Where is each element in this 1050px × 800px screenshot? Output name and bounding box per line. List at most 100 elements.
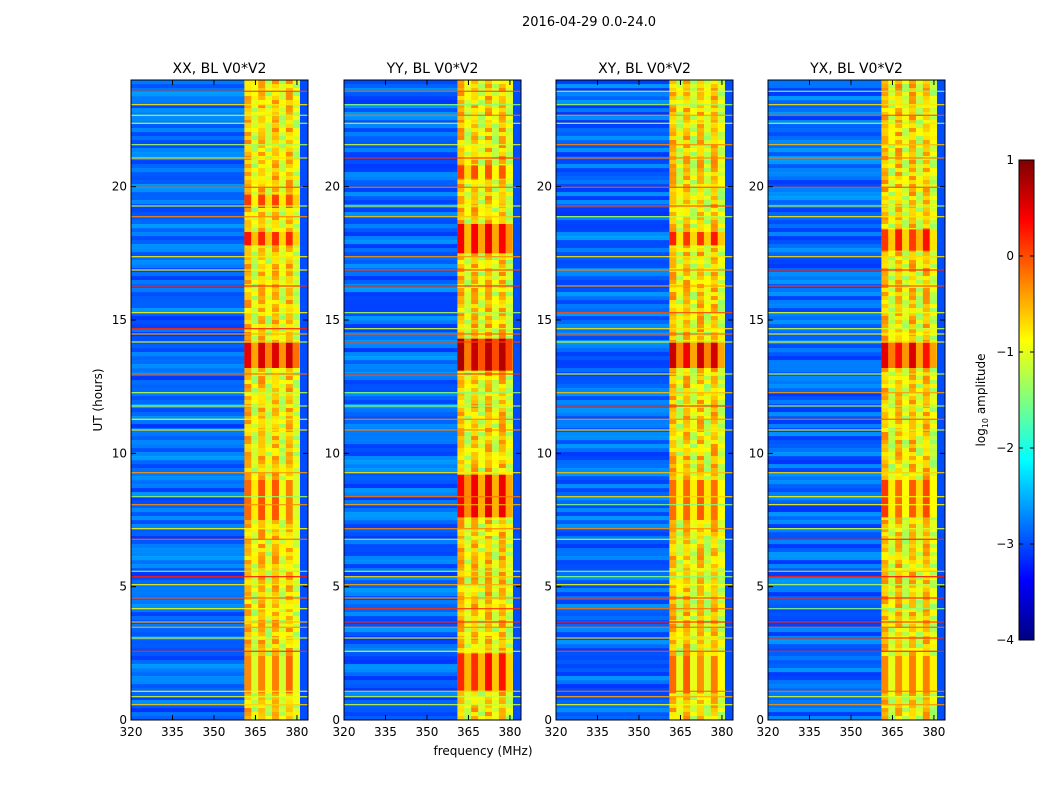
rfi-line-1-24 [131, 333, 308, 335]
rfi-line-2-23 [344, 341, 521, 343]
rfi-line-4-36 [768, 114, 945, 116]
burst-1-4-5 [272, 480, 279, 520]
rfi-line-2-17 [344, 472, 521, 474]
burst-1-2-1 [244, 232, 252, 246]
rfi-line-3-37 [556, 104, 733, 106]
y-tick-label-4-15: 15 [749, 313, 764, 327]
burst-2-1-5 [485, 338, 492, 371]
burst-4-3-6 [915, 480, 923, 518]
rfi-line-2-24 [344, 333, 521, 335]
rfi-line-4-18 [768, 429, 945, 431]
rfi-line-4-29 [768, 256, 945, 258]
burst-3-2-6 [703, 232, 711, 246]
rfi-line-1-16 [131, 496, 308, 498]
rfi-line-3-5 [556, 637, 733, 639]
rfi-line-4-5 [768, 637, 945, 639]
burst-2-4-1 [457, 653, 465, 691]
burst-2-4-2 [464, 653, 472, 691]
rfi-line-3-8 [556, 608, 733, 610]
rfi-line-1-30 [131, 216, 308, 218]
rfi-line-3-23 [556, 341, 733, 343]
rfi-line-1-25 [131, 328, 308, 330]
rfi-line-2-6 [344, 626, 521, 628]
panel-4: YX, BL V0*V2 320 335 350 365 380 0 5 10 15 20 [749, 61, 946, 739]
spectrogram-1 [131, 80, 308, 720]
rfi-line-4-12 [768, 570, 945, 572]
x-tick-label-4-350: 350 [840, 725, 863, 739]
rfi-line-1-37 [131, 104, 308, 106]
colorbar-tick-label-5: −3 [996, 537, 1014, 551]
spectrogram-2 [344, 80, 521, 720]
rfi-line-2-22 [344, 373, 521, 375]
axes-frame-1 [130, 79, 309, 721]
rfi-line-2-14 [344, 528, 521, 530]
y-tick-label-3-15: 15 [537, 313, 552, 327]
rfi-line-1-31 [131, 205, 308, 207]
burst-3-1-7 [710, 341, 718, 368]
y-tick-label-3-0: 0 [544, 713, 552, 727]
burst-1-3-7 [285, 194, 293, 208]
x-tick-label-4-380: 380 [922, 725, 945, 739]
rfi-line-1-13 [131, 538, 308, 540]
y-tick-label-1-10: 10 [112, 446, 127, 460]
rfi-line-2-8 [344, 608, 521, 610]
rfi-line-2-9 [344, 597, 521, 599]
rfi-line-1-12 [131, 570, 308, 572]
y-tick-label-1-15: 15 [112, 313, 127, 327]
rfi-line-1-28 [131, 269, 308, 271]
rfi-line-2-4 [344, 650, 521, 652]
x-tick-label-2-365: 365 [457, 725, 480, 739]
y-tick-label-3-5: 5 [544, 580, 552, 594]
burst-2-2-8 [505, 224, 513, 254]
rfi-line-3-6 [556, 626, 733, 628]
burst-4-1-3 [895, 341, 903, 368]
rfi-line-1-26 [131, 312, 308, 314]
burst-3-3-8 [717, 480, 725, 520]
rfi-line-1-7 [131, 621, 308, 623]
rfi-line-1-17 [131, 472, 308, 474]
burst-1-4-8 [292, 480, 300, 520]
burst-2-1-8 [505, 338, 513, 371]
rfi-line-3-2 [556, 696, 733, 698]
burst-3-3-7 [710, 480, 718, 520]
burst-1-5-8 [292, 656, 300, 694]
rfi-line-2-34 [344, 144, 521, 146]
burst-2-5-1 [457, 165, 465, 179]
burst-3-1-8 [717, 341, 725, 368]
burst-3-2-7 [710, 232, 718, 246]
burst-2-2-2 [464, 224, 472, 254]
rfi-line-3-19 [556, 418, 733, 420]
burst-4-1-2 [888, 341, 896, 368]
burst-1-4-2 [251, 480, 259, 520]
burst-2-4-4 [478, 653, 486, 691]
axes-frame-4 [767, 79, 946, 721]
rfi-line-3-35 [556, 122, 733, 124]
burst-1-2-6 [278, 232, 286, 246]
burst-2-2-1 [457, 224, 465, 254]
rfi-line-1-33 [131, 157, 308, 159]
rfi-line-2-12 [344, 570, 521, 572]
burst-1-5-2 [251, 656, 259, 694]
panel-title-3: XY, BL V0*V2 [598, 61, 691, 77]
panel-title-4: YX, BL V0*V2 [809, 61, 903, 77]
rfi-line-2-28 [344, 269, 521, 271]
burst-4-2-2 [888, 229, 896, 251]
burst-3-2-8 [717, 232, 725, 246]
rfi-line-4-33 [768, 157, 945, 159]
burst-1-1-8 [292, 341, 300, 368]
burst-4-3-1 [881, 480, 889, 518]
burst-3-3-5 [697, 480, 704, 520]
burst-1-3-2 [251, 194, 259, 208]
burst-2-4-7 [498, 653, 506, 691]
burst-4-4-5 [909, 656, 916, 694]
rfi-line-3-22 [556, 373, 733, 375]
rfi-line-4-17 [768, 472, 945, 474]
burst-4-3-4 [902, 480, 910, 518]
colorbar: 1 0 −1 −2 −3 −4 log10 amplitude [974, 153, 1035, 647]
x-tick-label-4-365: 365 [881, 725, 904, 739]
burst-3-4-8 [717, 656, 725, 694]
burst-2-2-5 [485, 224, 492, 254]
burst-4-3-2 [888, 480, 896, 518]
rfi-line-4-24 [768, 333, 945, 335]
